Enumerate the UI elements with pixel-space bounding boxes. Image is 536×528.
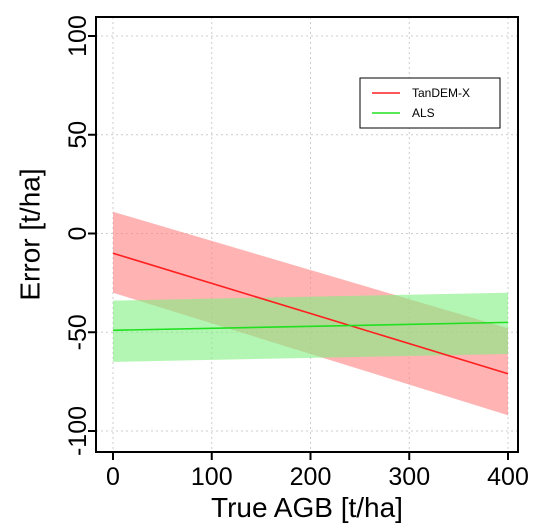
legend-label-als: ALS xyxy=(412,106,435,120)
y-axis-label: Error [t/ha] xyxy=(15,168,46,300)
confidence-band-als xyxy=(113,292,508,362)
x-tick-label: 400 xyxy=(487,463,529,491)
series-lines xyxy=(112,252,509,375)
axis-ticks xyxy=(88,35,509,460)
x-tick-label: 0 xyxy=(106,463,120,491)
legend-box xyxy=(359,77,501,129)
series-line-als xyxy=(112,321,509,332)
y-tick-label: -100 xyxy=(64,406,92,456)
y-tick-label: 0 xyxy=(64,227,92,241)
tick-labels: 0 100 200 300 400 -100 -50 0 50 100 xyxy=(64,15,529,491)
legend-label-tandem-x: TanDEM-X xyxy=(412,86,470,100)
series-line-tandem-x xyxy=(112,252,509,375)
x-tick-label: 300 xyxy=(388,463,430,491)
legend: TanDEM-X ALS xyxy=(359,77,501,129)
x-tick-label: 100 xyxy=(191,463,233,491)
y-tick-label: 50 xyxy=(64,121,92,149)
y-tick-label: -50 xyxy=(64,314,92,350)
y-tick-label: 100 xyxy=(64,15,92,57)
x-axis-label: True AGB [t/ha] xyxy=(211,492,403,523)
x-tick-label: 200 xyxy=(290,463,332,491)
